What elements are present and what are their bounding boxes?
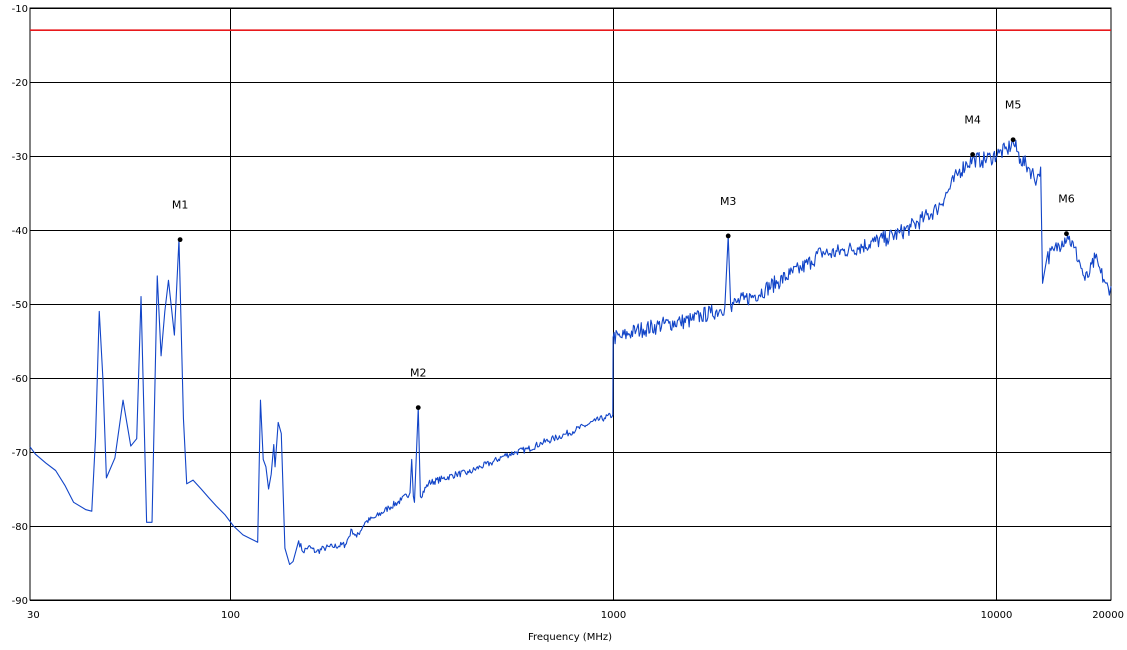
x-tick-label: 100 xyxy=(221,610,240,621)
marker-label: M4 xyxy=(964,114,981,127)
y-tick-label: -10 xyxy=(12,4,28,15)
trace-layer xyxy=(29,139,1112,566)
x-tick-label: 1000 xyxy=(601,610,626,621)
y-tick-label: -80 xyxy=(12,522,28,533)
marker-point xyxy=(970,152,976,157)
marker-label: M5 xyxy=(1005,99,1022,112)
marker-label: M1 xyxy=(172,199,189,212)
y-tick-label: -60 xyxy=(12,374,28,385)
y-tick-label: -70 xyxy=(12,448,28,459)
y-tick-label: -50 xyxy=(12,300,28,311)
marker-layer: M1 M2 M3 M4 M5 M6 xyxy=(172,99,1075,410)
x-tick-label: 30 xyxy=(27,610,40,621)
marker-label: M3 xyxy=(720,195,737,208)
marker-label: M2 xyxy=(410,367,427,380)
y-tick-label: -90 xyxy=(12,596,28,607)
marker-point xyxy=(1010,137,1016,143)
y-tick-label: -40 xyxy=(12,226,28,237)
x-tick-label: 20000 xyxy=(1092,610,1124,621)
x-axis-label: Frequency (MHz) xyxy=(528,632,612,643)
spectrum-trace xyxy=(29,139,1112,566)
marker-point xyxy=(1064,231,1069,237)
y-tick-label: -20 xyxy=(12,78,28,89)
marker-point xyxy=(177,237,183,243)
marker-point xyxy=(415,405,421,410)
marker-label: M6 xyxy=(1058,193,1075,206)
y-tick-label: -30 xyxy=(12,152,28,163)
axis-labels: -10 -20 -30 -40 -50 -60 -70 -80 -90 30 100 1000 1000… xyxy=(12,4,1124,621)
x-tick-label: 10000 xyxy=(981,610,1013,621)
grid xyxy=(29,7,1112,601)
marker-point xyxy=(725,233,731,239)
